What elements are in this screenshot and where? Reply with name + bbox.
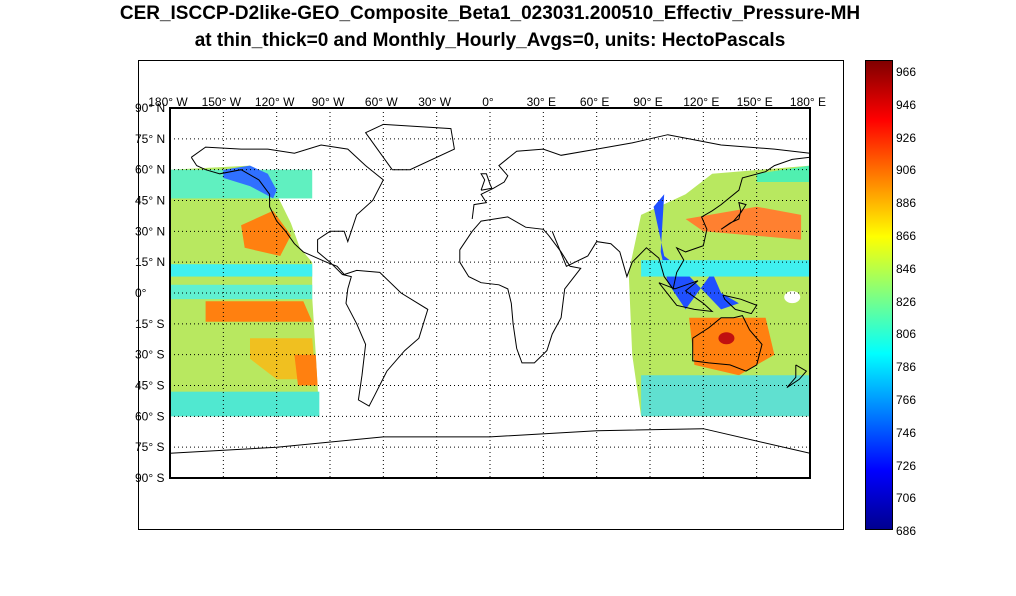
longitude-tick-label: 180° W	[148, 95, 188, 109]
band-west-north	[756, 165, 810, 182]
chart-title-line-1: CER_ISCCP-D2like-GEO_Composite_Beta1_023…	[119, 3, 861, 24]
high-pressure-peru	[294, 354, 318, 386]
colorbar-label: 946	[896, 97, 917, 112]
longitude-tick-label: 30° W	[418, 95, 451, 109]
latitude-tick-label: 15° S	[135, 317, 164, 331]
colorbar-label: 746	[896, 425, 917, 440]
pressure-data-layer	[170, 165, 810, 417]
colorbar-label: 886	[896, 196, 917, 211]
coastline	[551, 156, 810, 291]
latitude-tick-label: 60° S	[135, 409, 164, 423]
latitude-tick-label: 45° N	[135, 194, 165, 208]
longitude-tick-label: 60° W	[365, 95, 398, 109]
longitude-tick-label: 60° E	[580, 95, 609, 109]
latitude-tick-label: 0°	[135, 286, 147, 300]
longitude-tick-label: 90° W	[312, 95, 345, 109]
latitude-tick-label: 15° N	[135, 255, 165, 269]
graticule	[170, 108, 810, 478]
high-pressure-southeast	[205, 301, 313, 322]
band-itcz-east	[170, 264, 313, 277]
coastline	[692, 315, 763, 372]
latitude-tick-label: 30° S	[135, 348, 164, 362]
missing-data-spot	[784, 291, 801, 304]
coastline	[471, 134, 810, 220]
colorbar-label: 826	[896, 294, 917, 309]
coastline	[364, 123, 455, 171]
latitude-tick-label: 75° S	[135, 440, 164, 454]
band-southern-ocean-east	[170, 391, 320, 417]
colorbar-label: 846	[896, 261, 917, 276]
latitude-tick-label: 60° N	[135, 163, 165, 177]
coastline	[459, 216, 582, 364]
colorbar-label: 926	[896, 130, 917, 145]
chart-title-line-2: at thin_thick=0 and Monthly_Hourly_Avgs=…	[194, 30, 786, 51]
colorbar-label: 806	[896, 327, 917, 342]
colorbar-label: 866	[896, 229, 917, 243]
longitude-tick-label: 90° E	[633, 95, 662, 109]
latitude-tick-label: 45° S	[135, 379, 164, 393]
longitude-tick-label: 150° W	[202, 95, 242, 109]
max-pressure-australia	[718, 332, 735, 345]
longitude-tick-label: 150° E	[737, 95, 773, 109]
longitude-tick-label: 120° E	[683, 95, 719, 109]
band-equator-east	[170, 284, 313, 300]
colorbar-label: 786	[896, 360, 917, 375]
colorbar-label: 706	[896, 491, 917, 506]
latitude-tick-label: 90° S	[135, 471, 164, 485]
longitude-tick-label: 30° E	[527, 95, 556, 109]
latitude-tick-labels: 90° N 75° N 60° N 45° N 30° N 15° N 0° 15° S 30°…	[135, 101, 165, 485]
coastline	[722, 294, 758, 315]
coastline	[480, 173, 493, 191]
colorbar-label: 726	[896, 458, 917, 473]
longitude-tick-labels: 180° W 150° W 120° W 90° W 60° W 30° W 0° 30° E…	[148, 95, 826, 109]
colorbar-gradient	[866, 61, 892, 529]
longitude-tick-label: 0°	[482, 95, 494, 109]
colorbar-label: 906	[896, 163, 917, 178]
colorbar	[865, 60, 893, 530]
coastline	[720, 201, 747, 230]
map-border	[169, 107, 811, 479]
colorbar-label: 966	[896, 65, 917, 79]
coastline	[190, 144, 429, 407]
band-itcz-west	[641, 260, 810, 277]
latitude-tick-label: 75° N	[135, 132, 165, 146]
band-southern-ocean-west	[641, 375, 810, 417]
low-pressure-gulf-alaska	[223, 165, 277, 199]
longitude-tick-label: 120° W	[255, 95, 295, 109]
colorbar-label: 686	[896, 524, 917, 539]
latitude-tick-label: 30° N	[135, 224, 165, 238]
coastline	[786, 364, 808, 389]
longitude-tick-label: 180° E	[790, 95, 826, 109]
coastline	[658, 280, 714, 313]
latitude-tick-label: 90° N	[135, 101, 165, 115]
high-pressure-australia	[689, 317, 775, 376]
colorbar-label: 766	[896, 393, 917, 407]
high-pressure-california	[241, 210, 291, 256]
